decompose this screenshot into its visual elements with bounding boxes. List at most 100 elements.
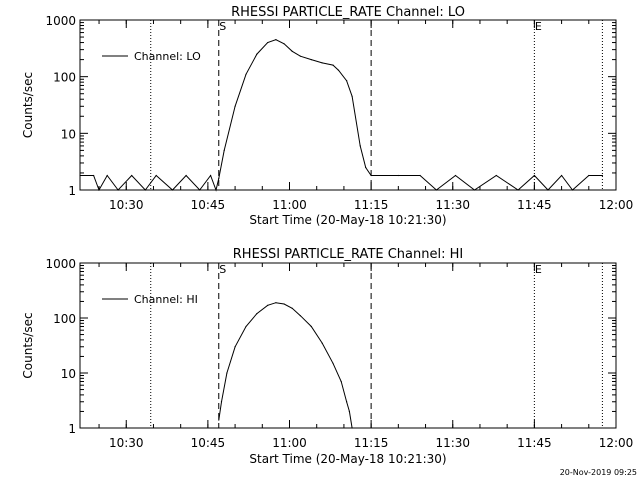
data-point — [209, 174, 212, 177]
data-point — [346, 80, 348, 82]
data-point — [171, 189, 174, 191]
chart-title: RHESSI PARTICLE_RATE Channel: LO — [231, 5, 465, 20]
y-axis-label: Counts/sec — [21, 72, 35, 138]
data-point — [218, 419, 220, 421]
x-tick-label: 11:45 — [517, 436, 552, 450]
x-tick-label: 11:00 — [272, 198, 307, 212]
data-point — [117, 189, 119, 191]
data-point — [359, 145, 361, 147]
y-tick-label: 1 — [68, 422, 76, 436]
data-point — [185, 174, 187, 177]
x-tick-label: 12:00 — [599, 436, 634, 450]
data-point — [299, 55, 301, 57]
x-tick-label: 11:30 — [435, 436, 470, 450]
data-point — [419, 174, 421, 177]
data-point — [533, 174, 535, 177]
data-point — [283, 303, 285, 305]
data-point — [256, 313, 258, 315]
data-point — [199, 189, 201, 191]
y-axis-label: Counts/sec — [21, 312, 35, 378]
x-tick-label: 11:30 — [435, 198, 470, 212]
data-point — [321, 62, 323, 64]
y-tick-label: 1000 — [45, 14, 76, 28]
data-point — [98, 189, 100, 191]
data-point — [351, 427, 353, 429]
data-point — [223, 149, 225, 151]
data-point — [473, 189, 476, 191]
y-tick-label: 10 — [61, 367, 76, 381]
plot-frame — [79, 262, 617, 429]
data-point — [397, 174, 399, 177]
data-point — [454, 174, 457, 177]
data-point — [310, 59, 312, 61]
x-tick-label: 10:45 — [191, 198, 226, 212]
data-point — [131, 174, 133, 177]
chart-panel-lo: RHESSI PARTICLE_RATE Channel: LO Start Ti… — [21, 5, 633, 227]
data-point — [220, 401, 223, 403]
data-point — [245, 73, 247, 75]
footer-timestamp: 20-Nov-2019 09:25 — [560, 468, 637, 477]
data-point — [234, 346, 236, 348]
data-point — [267, 41, 269, 44]
data-point — [332, 64, 334, 66]
data-point — [155, 174, 157, 177]
x-tick-label: 10:30 — [109, 198, 144, 212]
data-point — [547, 189, 549, 191]
data-point — [346, 401, 348, 403]
data-point — [144, 189, 146, 191]
data-point — [291, 307, 293, 309]
data-point — [283, 43, 285, 45]
legend-entry: Channel: HI — [134, 293, 198, 306]
data-point — [245, 325, 247, 328]
data-point — [588, 174, 590, 177]
y-tick-label: 10 — [61, 127, 76, 141]
data-point — [348, 410, 350, 413]
y-tick-label: 100 — [53, 312, 76, 326]
data-point — [267, 304, 269, 306]
data-point — [601, 174, 603, 177]
y-tick-label: 100 — [53, 71, 76, 85]
data-point — [332, 362, 334, 364]
data-point — [365, 166, 367, 169]
data-point — [256, 53, 258, 55]
data-point — [275, 39, 277, 41]
x-axis-label: Start Time (20-May-18 10:21:30) — [249, 213, 446, 227]
marker-label: S — [219, 20, 226, 33]
x-tick-label: 11:00 — [272, 436, 307, 450]
data-point — [218, 177, 220, 180]
data-point — [337, 69, 340, 71]
x-tick-label: 10:30 — [109, 436, 144, 450]
data-point — [275, 302, 277, 304]
x-tick-label: 11:15 — [354, 436, 389, 450]
y-tick-label: 1000 — [45, 257, 76, 271]
data-point — [226, 372, 228, 374]
x-tick-label: 11:15 — [354, 198, 389, 212]
marker-label: E — [535, 20, 542, 33]
x-tick-label: 11:45 — [517, 198, 552, 212]
chart-title: RHESSI PARTICLE_RATE Channel: HI — [233, 247, 463, 262]
data-point — [435, 189, 438, 191]
data-point — [106, 174, 108, 177]
x-tick-label: 10:45 — [191, 436, 226, 450]
x-tick-label: 12:00 — [599, 198, 634, 212]
legend-entry: Channel: LO — [134, 50, 201, 63]
data-point — [340, 380, 342, 383]
data-point — [93, 174, 95, 177]
data-point — [370, 174, 372, 177]
data-point — [571, 189, 574, 191]
data-point — [299, 315, 301, 317]
plot-frame — [79, 19, 617, 191]
data-point — [495, 174, 497, 177]
data-point — [351, 95, 353, 97]
data-point — [517, 189, 519, 191]
data-point — [234, 105, 236, 107]
y-tick-label: 1 — [68, 184, 76, 198]
marker-label: S — [219, 263, 226, 276]
data-series-line — [218, 302, 353, 429]
marker-label: E — [535, 263, 542, 276]
x-axis-label: Start Time (20-May-18 10:21:30) — [249, 452, 446, 466]
data-point — [291, 50, 293, 52]
data-point — [560, 174, 563, 177]
data-point — [79, 174, 81, 177]
